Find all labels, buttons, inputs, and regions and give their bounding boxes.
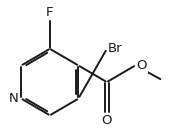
Text: F: F	[46, 6, 54, 19]
Text: O: O	[137, 59, 147, 72]
Text: Br: Br	[108, 42, 123, 55]
Text: O: O	[102, 114, 112, 127]
Text: N: N	[9, 92, 19, 105]
